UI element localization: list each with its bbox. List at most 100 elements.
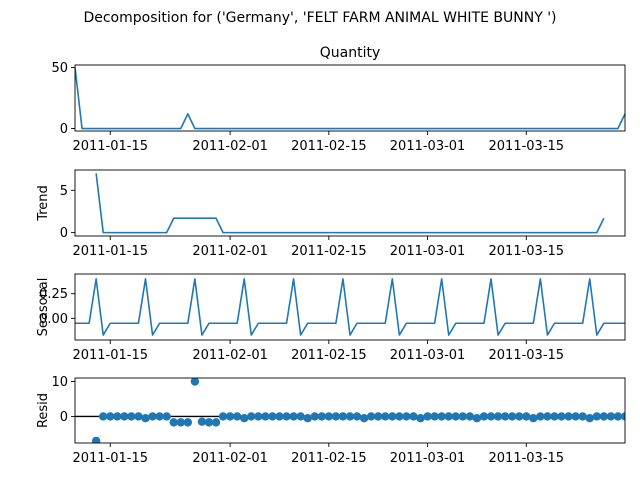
resid-point bbox=[592, 412, 601, 421]
resid-point bbox=[282, 412, 291, 421]
resid-point bbox=[578, 412, 587, 421]
resid-point bbox=[317, 412, 326, 421]
resid-point bbox=[628, 412, 636, 420]
resid-point bbox=[500, 412, 510, 421]
resid-point bbox=[141, 413, 150, 423]
resid-point bbox=[91, 436, 101, 443]
quantity-x-tick-label: 2011-03-15 bbox=[489, 139, 565, 154]
seasonal-x-tick-label: 2011-02-01 bbox=[192, 348, 268, 363]
resid-point bbox=[240, 413, 249, 423]
trend-y-tick-label: 5 bbox=[60, 184, 68, 199]
resid-point bbox=[176, 418, 185, 427]
resid-point bbox=[472, 413, 482, 423]
seasonal-series-line bbox=[75, 278, 625, 336]
resid-point bbox=[613, 412, 623, 421]
resid-point bbox=[331, 412, 341, 421]
seasonal-y-tick-label: 0.25 bbox=[39, 287, 68, 302]
resid-point bbox=[247, 412, 256, 421]
resid-point bbox=[225, 412, 235, 421]
resid-y-tick-label: 10 bbox=[51, 375, 68, 390]
resid-point bbox=[465, 412, 475, 421]
resid-point bbox=[127, 412, 136, 421]
resid-point bbox=[444, 412, 453, 421]
resid-point bbox=[338, 412, 348, 421]
resid-point bbox=[423, 412, 432, 421]
resid-point bbox=[550, 412, 559, 421]
resid-point bbox=[289, 412, 298, 421]
resid-point bbox=[515, 412, 524, 421]
trend-x-tick-label: 2011-02-15 bbox=[291, 244, 367, 259]
seasonal-data bbox=[75, 278, 625, 336]
resid-point bbox=[599, 412, 609, 421]
resid-point bbox=[451, 412, 460, 421]
resid-point bbox=[493, 412, 503, 421]
resid-ylabel: Resid bbox=[36, 393, 51, 428]
trend-x-tick-label: 2011-03-01 bbox=[390, 244, 466, 259]
quantity-data bbox=[75, 67, 625, 130]
resid-y-tick-label: 0 bbox=[60, 410, 68, 425]
resid-point bbox=[571, 412, 580, 421]
resid-point bbox=[374, 412, 383, 421]
resid-point bbox=[416, 413, 425, 423]
resid-point bbox=[402, 412, 411, 421]
quantity-panel: 0 50 2011-01-15 2011-02-01 2011-02-15 2011-03… bbox=[51, 61, 626, 154]
resid-point bbox=[197, 417, 207, 426]
trend-ylabel: Trend bbox=[36, 185, 51, 222]
trend-x-tick-label: 2011-01-15 bbox=[72, 244, 148, 259]
resid-point bbox=[430, 412, 439, 421]
resid-point bbox=[359, 413, 369, 423]
figure-suptitle: Decomposition for ('Germany', 'FELT FARM… bbox=[83, 10, 556, 26]
resid-point bbox=[99, 412, 108, 421]
resid-point bbox=[479, 412, 489, 421]
resid-point bbox=[218, 412, 228, 421]
resid-point bbox=[183, 418, 193, 427]
trend-data bbox=[95, 173, 605, 234]
trend-axes-frame bbox=[74, 169, 626, 237]
resid-point bbox=[536, 412, 545, 421]
seasonal-ylabel: Seasonal bbox=[36, 278, 51, 337]
quantity-y-tick-label: 50 bbox=[51, 61, 68, 76]
quantity-x-tick-label: 2011-02-15 bbox=[291, 139, 367, 154]
seasonal-panel: 0.00 0.25 2011-01-15 2011-02-01 2011-02-15 20… bbox=[36, 273, 626, 363]
resid-point bbox=[106, 412, 115, 421]
resid-point bbox=[522, 412, 531, 421]
resid-point bbox=[190, 378, 200, 386]
resid-x-tick-label: 2011-03-15 bbox=[489, 451, 565, 466]
resid-point bbox=[620, 412, 625, 421]
trend-x-tick-label: 2011-03-15 bbox=[489, 244, 565, 259]
resid-point bbox=[324, 412, 334, 421]
resid-point bbox=[134, 412, 143, 421]
resid-point bbox=[529, 413, 538, 423]
resid-point bbox=[543, 412, 552, 421]
trend-series-line bbox=[95, 173, 605, 234]
resid-point bbox=[635, 412, 640, 420]
seasonal-x-tick-label: 2011-02-15 bbox=[291, 348, 367, 363]
resid-point bbox=[352, 412, 362, 421]
resid-axes-frame bbox=[74, 377, 626, 444]
resid-data bbox=[75, 378, 640, 443]
resid-point bbox=[310, 412, 319, 421]
quantity-x-tick-label: 2011-01-15 bbox=[72, 139, 148, 154]
resid-x-tick-label: 2011-02-15 bbox=[291, 451, 367, 466]
resid-x-tick-label: 2011-01-15 bbox=[72, 451, 148, 466]
seasonal-x-tick-label: 2011-03-01 bbox=[390, 348, 466, 363]
seasonal-x-tick-label: 2011-03-15 bbox=[489, 348, 565, 363]
quantity-title: Quantity bbox=[320, 45, 381, 61]
resid-point bbox=[268, 412, 277, 421]
resid-point bbox=[148, 412, 157, 421]
resid-point bbox=[211, 418, 221, 427]
resid-point bbox=[113, 412, 122, 421]
resid-point bbox=[507, 412, 517, 421]
resid-point bbox=[162, 412, 171, 421]
panels: 0 50 2011-01-15 2011-02-01 2011-02-15 2011-03… bbox=[36, 61, 640, 466]
resid-point bbox=[169, 418, 178, 427]
resid-point bbox=[388, 412, 397, 421]
resid-point bbox=[585, 413, 594, 423]
quantity-series-line bbox=[75, 67, 625, 130]
seasonal-y-tick-label: 0.00 bbox=[39, 312, 68, 327]
resid-point bbox=[120, 412, 129, 421]
seasonal-axes-frame bbox=[74, 273, 626, 341]
resid-point bbox=[564, 412, 573, 421]
resid-point bbox=[232, 412, 242, 421]
resid-point bbox=[261, 412, 270, 421]
